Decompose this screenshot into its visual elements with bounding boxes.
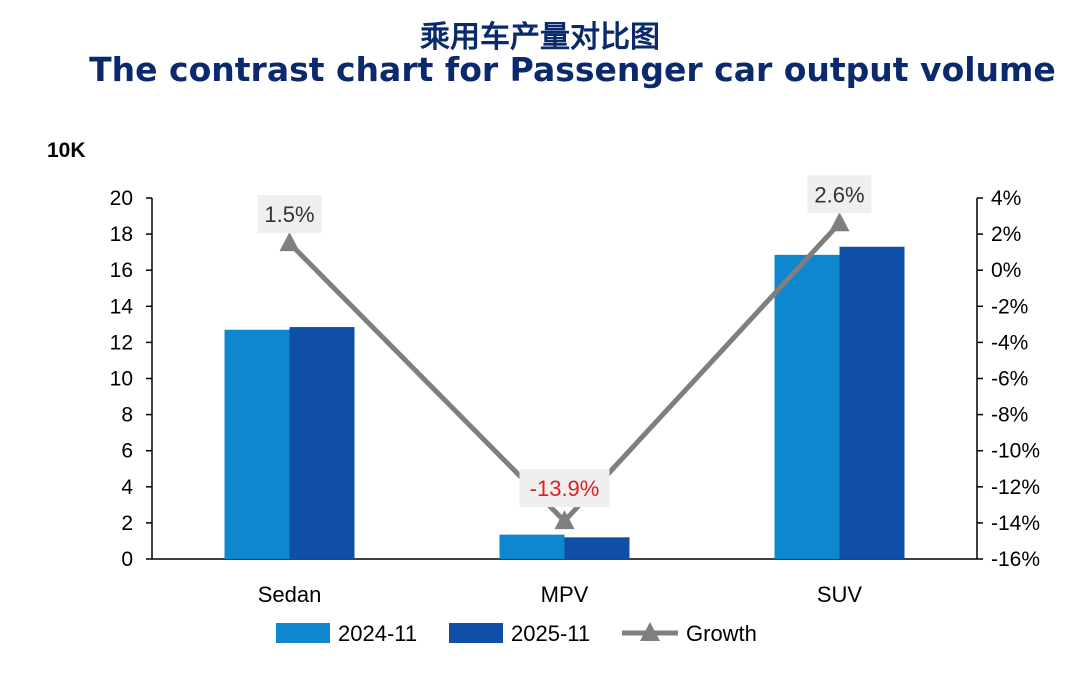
y-tick-label: 10: [110, 368, 133, 391]
bar-2024-11-sedan: [224, 329, 290, 559]
legend-swatch-growth-marker: [640, 622, 660, 641]
x-category-label: MPV: [541, 582, 589, 607]
growth-data-label: -13.9%: [530, 476, 600, 501]
x-category-label: Sedan: [258, 582, 322, 607]
y2-tick-label: -8%: [991, 404, 1028, 427]
bar-2025-11-sedan: [289, 327, 355, 559]
legend-label-2024-11: 2024-11: [338, 621, 417, 646]
y-tick-label: 4: [121, 476, 133, 499]
legend-label-growth: Growth: [686, 621, 757, 646]
bar-2025-11-mpv: [564, 537, 630, 559]
y2-tick-label: -6%: [991, 368, 1028, 391]
y2-tick-label: -10%: [991, 440, 1040, 463]
y-tick-label: 16: [110, 259, 133, 282]
y-tick-label: 8: [121, 404, 133, 427]
y2-tick-label: 2%: [991, 223, 1021, 246]
growth-marker-mpv: [554, 510, 575, 530]
x-category-label: SUV: [817, 582, 863, 607]
y-tick-label: 6: [121, 440, 133, 463]
growth-marker-sedan: [279, 232, 300, 252]
growth-label-box: [257, 195, 322, 234]
chart-title-chinese: 乘用车产量对比图: [420, 20, 660, 55]
y-tick-label: 20: [110, 187, 133, 210]
legend-swatch-2024-11: [276, 623, 330, 643]
y2-tick-label: -14%: [991, 512, 1040, 535]
y-tick-label: 12: [110, 331, 133, 354]
bar-2025-11-suv: [839, 246, 905, 560]
bar-2024-11-mpv: [499, 534, 565, 559]
y-tick-label: 0: [121, 548, 133, 571]
y2-tick-label: 0%: [991, 259, 1021, 282]
bar-2024-11-suv: [774, 254, 840, 560]
y-axis-unit-label: 10K: [47, 139, 86, 162]
growth-data-label: 2.6%: [814, 182, 864, 207]
y-tick-label: 14: [110, 295, 134, 318]
y2-tick-label: -4%: [991, 331, 1028, 354]
legend-label-2025-11: 2025-11: [511, 621, 590, 646]
y2-tick-label: -16%: [991, 548, 1040, 571]
y-tick-label: 18: [110, 223, 133, 246]
growth-label-box: [519, 469, 610, 508]
y2-tick-label: -2%: [991, 295, 1028, 318]
growth-label-box: [807, 175, 872, 214]
growth-data-label: 1.5%: [264, 202, 314, 227]
y2-tick-label: 4%: [991, 187, 1021, 210]
growth-marker-suv: [829, 212, 850, 232]
y2-tick-label: -12%: [991, 476, 1040, 499]
y-tick-label: 2: [121, 512, 133, 535]
legend-swatch-2025-11: [449, 623, 503, 643]
chart-title-english: The contrast chart for Passenger car out…: [89, 50, 1056, 89]
